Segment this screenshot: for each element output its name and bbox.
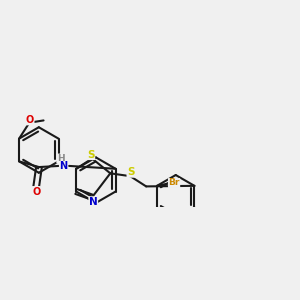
Text: O: O xyxy=(26,115,34,125)
Text: H: H xyxy=(57,154,64,163)
Text: N: N xyxy=(59,161,68,172)
Text: S: S xyxy=(127,167,134,177)
Text: N: N xyxy=(89,197,98,207)
Text: Br: Br xyxy=(168,178,180,188)
Text: O: O xyxy=(32,187,40,196)
Text: S: S xyxy=(87,150,95,160)
